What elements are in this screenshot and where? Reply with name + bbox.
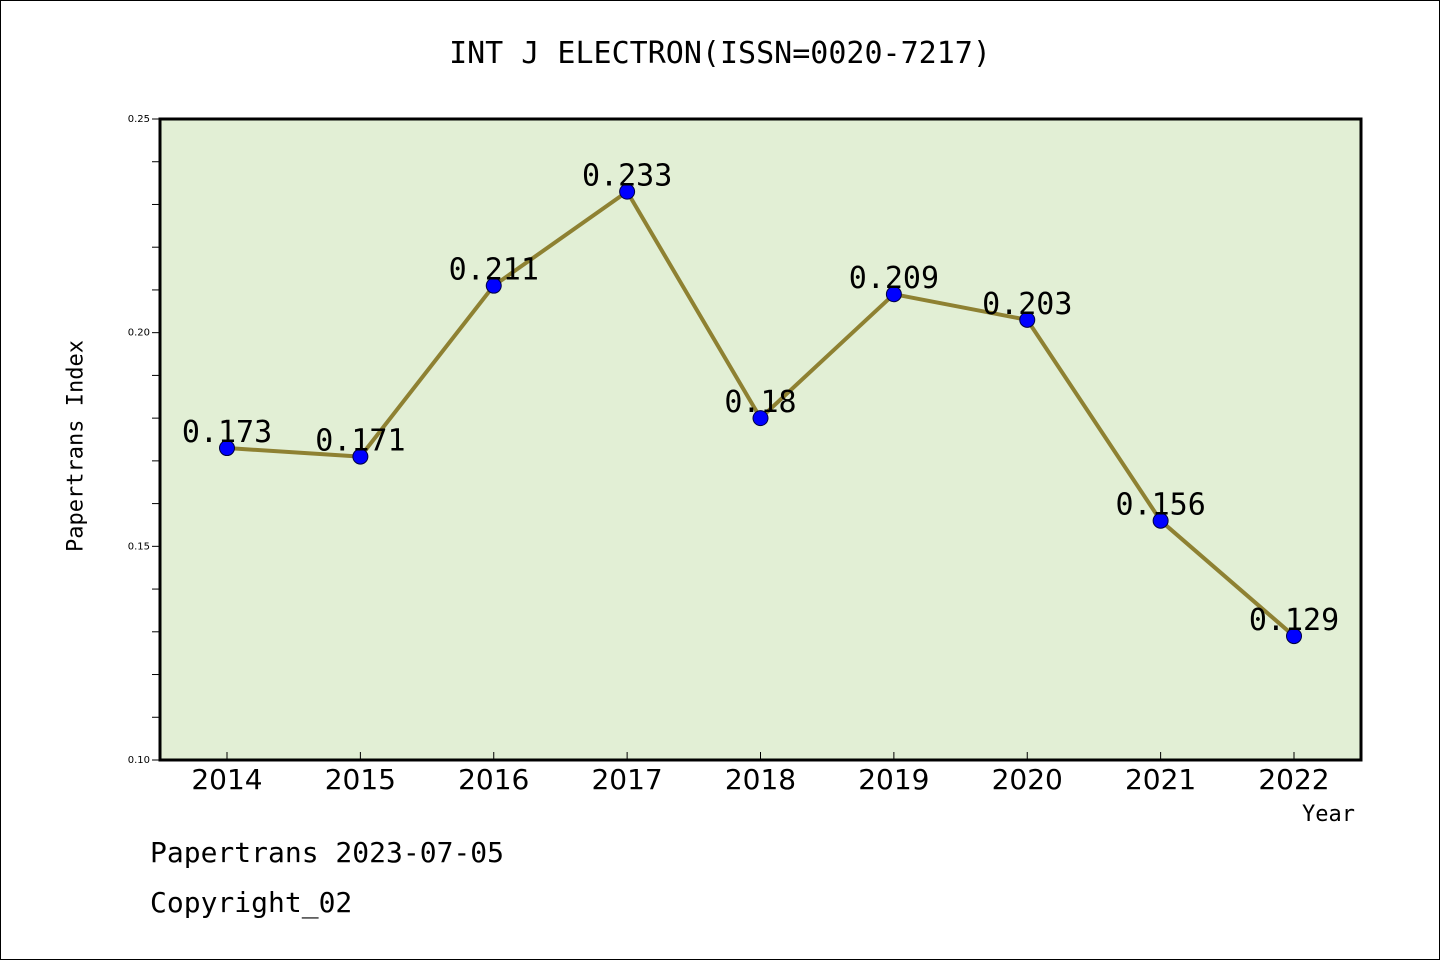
x-tick-label: 2019	[858, 763, 929, 796]
data-point	[1286, 628, 1302, 645]
data-point	[885, 286, 902, 303]
y-tick-label: 0.20	[128, 328, 150, 339]
data-point	[619, 183, 636, 200]
plot-border	[158, 117, 1363, 762]
x-tick-label: 2020	[992, 763, 1063, 796]
x-tick-label: 2015	[325, 763, 396, 796]
data-point	[752, 410, 769, 427]
x-tick-label: 2022	[1258, 763, 1329, 796]
x-tick-label: 2018	[725, 763, 796, 796]
x-axis-ticks: 2014 2015 2016 2017 2018 2019 2020 2021 2022	[191, 752, 1330, 796]
data-label: 0.203	[982, 287, 1072, 322]
footer-copyright: Copyright_02	[150, 886, 353, 919]
data-label: 0.171	[315, 424, 405, 459]
x-axis-label: Year	[1302, 802, 1355, 827]
x-tick-label: 2021	[1125, 763, 1196, 796]
data-point	[1152, 512, 1169, 529]
footer-date: Papertrans 2023-07-05	[150, 836, 505, 869]
chart-title: INT J ELECTRON(ISSN=0020-7217)	[449, 36, 991, 71]
plot-area	[160, 119, 1361, 760]
data-label: 0.233	[582, 159, 672, 194]
data-point	[219, 440, 235, 457]
data-label: 0.129	[1249, 603, 1339, 638]
x-tick-label: 2017	[591, 763, 662, 796]
y-tick-label: 0.15	[128, 541, 150, 552]
data-label: 0.156	[1115, 488, 1205, 523]
x-tick-label: 2014	[191, 763, 262, 796]
x-tick-label: 2016	[458, 763, 529, 796]
y-tick-label: 0.25	[128, 114, 150, 125]
data-label: 0.173	[182, 415, 272, 450]
y-axis-ticks: 0.10 0.15 0.20 0.25	[128, 114, 160, 766]
data-point	[1019, 311, 1036, 328]
y-tick-label: 0.10	[128, 755, 150, 766]
data-label: 0.211	[449, 253, 539, 288]
data-point	[485, 277, 502, 294]
data-label: 0.18	[724, 385, 796, 420]
data-point	[352, 448, 369, 465]
data-labels: 0.173 0.171 0.211 0.233 0.18 0.209 0.203 0.156 0…	[182, 159, 1339, 638]
data-markers	[219, 183, 1302, 645]
data-label: 0.209	[849, 261, 939, 296]
